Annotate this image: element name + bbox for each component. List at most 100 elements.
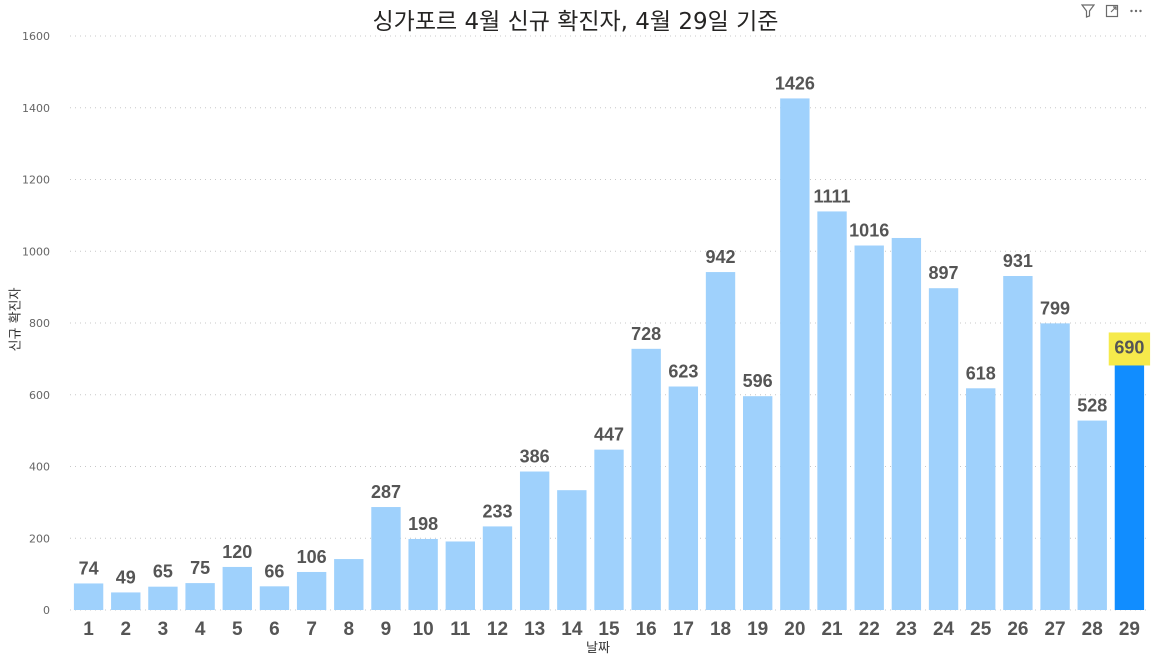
x-tick-label: 6: [269, 619, 280, 640]
data-label: 74: [79, 558, 99, 578]
x-tick-label: 14: [561, 619, 583, 640]
y-tick-label: 1400: [22, 102, 50, 115]
bar: [482, 526, 513, 610]
bar: [928, 288, 959, 610]
x-tick-label: 23: [896, 619, 917, 640]
data-label-highlight: [1108, 332, 1151, 366]
visual-header: [1080, 4, 1143, 22]
data-label: 1426: [775, 73, 815, 93]
bar: [445, 541, 475, 610]
x-tick-label: 15: [598, 619, 620, 640]
y-tick-label: 1000: [22, 245, 50, 258]
x-tick-label: 12: [487, 619, 508, 640]
data-label: 623: [668, 361, 698, 381]
bar: [557, 490, 587, 610]
x-tick-label: 9: [381, 619, 392, 640]
data-label: 728: [631, 324, 661, 344]
bar: [222, 566, 252, 610]
x-tick-label: 2: [120, 619, 131, 640]
x-tick-label: 8: [344, 619, 355, 640]
y-tick-label: 200: [29, 532, 50, 545]
data-label: 66: [264, 561, 284, 581]
bar: [631, 348, 661, 610]
x-tick-label: 26: [1007, 619, 1028, 640]
data-label: 931: [1003, 251, 1033, 271]
x-tick-label: 4: [195, 619, 206, 640]
x-tick-label: 20: [784, 619, 805, 640]
x-axis-label: 날짜: [586, 641, 610, 656]
bar: [1040, 323, 1070, 610]
y-tick-label: 400: [29, 461, 50, 474]
bar: [259, 586, 290, 610]
bar: [1003, 276, 1033, 610]
bar: [1077, 420, 1107, 610]
x-tick-label: 10: [413, 619, 434, 640]
bar: [817, 211, 847, 610]
bar: [594, 449, 624, 610]
x-tick-label: 25: [970, 619, 992, 640]
bar: [111, 592, 141, 610]
data-label: 287: [371, 482, 401, 502]
more-options-icon[interactable]: [1129, 4, 1143, 22]
bar: [705, 272, 736, 610]
y-tick-label: 800: [29, 317, 50, 330]
bar: [780, 98, 810, 611]
x-tick-label: 21: [821, 619, 843, 640]
bar: [519, 471, 550, 610]
data-label: 198: [408, 514, 438, 534]
y-tick-label: 0: [43, 604, 50, 617]
data-label: 1111: [813, 186, 850, 206]
y-tick-label: 600: [29, 389, 50, 402]
data-label: 386: [520, 447, 550, 467]
x-tick-label: 17: [673, 619, 694, 640]
data-label: 897: [929, 263, 959, 283]
y-tick-label: 1200: [22, 174, 50, 187]
bar: [891, 237, 922, 610]
data-label: 447: [594, 425, 624, 445]
data-label: 106: [297, 547, 327, 567]
bar: [743, 396, 773, 610]
bar: [371, 507, 401, 610]
x-tick-label: 24: [933, 619, 955, 640]
x-tick-label: 1: [83, 619, 94, 640]
x-tick-label: 16: [636, 619, 657, 640]
x-tick-label: 28: [1082, 619, 1103, 640]
x-tick-label: 13: [524, 619, 545, 640]
data-label: 49: [116, 567, 136, 587]
bar: [408, 538, 438, 610]
data-label: 799: [1040, 298, 1070, 318]
data-label: 596: [743, 371, 773, 391]
data-label: 690: [1114, 337, 1144, 357]
bar: [296, 571, 327, 610]
y-tick-label: 1600: [22, 30, 50, 43]
x-tick-label: 22: [859, 619, 880, 640]
bar: [73, 583, 104, 610]
data-label: 65: [153, 562, 173, 582]
x-tick-label: 29: [1119, 619, 1140, 640]
x-tick-label: 5: [232, 619, 243, 640]
data-label: 942: [705, 247, 735, 267]
x-tick-label: 19: [747, 619, 768, 640]
bar: [148, 586, 178, 610]
bar: [966, 388, 996, 610]
x-tick-label: 27: [1044, 619, 1065, 640]
bar: [1114, 362, 1145, 610]
data-label: 1016: [849, 221, 889, 241]
bar: [668, 386, 699, 610]
data-label: 528: [1077, 396, 1107, 416]
x-tick-label: 3: [158, 619, 169, 640]
x-tick-label: 7: [306, 619, 317, 640]
chart-title: 싱가포르 4월 신규 확진자, 4월 29일 기준: [372, 9, 779, 35]
x-tick-label: 11: [450, 619, 471, 640]
bar: [334, 559, 364, 610]
bar: [185, 583, 215, 610]
filter-icon[interactable]: [1080, 4, 1096, 22]
data-label: 233: [482, 501, 512, 521]
bar: [854, 245, 884, 610]
data-label: 618: [966, 363, 996, 383]
data-label: 75: [190, 558, 210, 578]
y-axis-label: 신규 확진자: [8, 287, 24, 352]
focus-mode-icon[interactable]: [1105, 4, 1119, 22]
x-tick-label: 18: [710, 619, 731, 640]
